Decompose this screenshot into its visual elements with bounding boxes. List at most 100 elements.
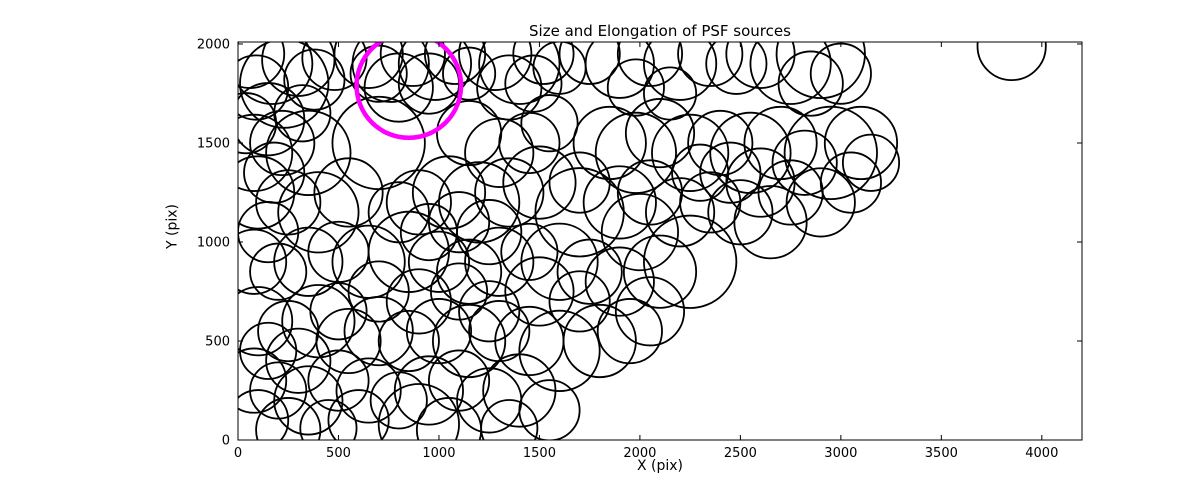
- axis-tick-labels: 0 500 1000 1500 2000 2500 3000 3500 4000 0 500 1000…: [197, 37, 1058, 461]
- psf-source-circle: [518, 309, 601, 392]
- psf-source-circle: [273, 226, 344, 297]
- psf-source-circle: [707, 179, 774, 246]
- x-tick-label: 500: [326, 446, 351, 461]
- psf-source-circle: [819, 151, 882, 214]
- psf-source-circle: [504, 54, 563, 113]
- psf-source-circle: [614, 276, 686, 347]
- psf-source-circle: [249, 109, 316, 177]
- psf-source-circle: [823, 105, 899, 181]
- psf-source-circle: [436, 238, 503, 305]
- y-tick-label: 2000: [197, 37, 230, 52]
- x-axis-label: X (pix): [636, 458, 684, 474]
- psf-source-circle: [482, 353, 557, 428]
- psf-source-circle: [556, 238, 623, 305]
- psf-source-circle: [283, 48, 346, 111]
- psf-source-circle: [771, 129, 838, 196]
- psf-source-circle: [520, 94, 579, 153]
- psf-source-circle: [369, 371, 428, 430]
- psf-source-circle: [584, 42, 655, 99]
- psf-source-circle: [777, 50, 844, 117]
- psf-source-circle: [277, 171, 360, 254]
- psf-source-circle: [582, 165, 657, 240]
- psf-source-circle: [624, 98, 696, 169]
- psf-source-circle: [976, 42, 1047, 82]
- psf-source-circle: [265, 109, 352, 196]
- psf-source-circle: [705, 42, 768, 95]
- psf-source-circle: [512, 42, 575, 85]
- y-tick-label: 500: [205, 334, 230, 349]
- psf-source-circle: [309, 282, 368, 341]
- psf-source-circle: [405, 298, 473, 365]
- psf-source-circle: [313, 157, 384, 228]
- psf-source-circle: [502, 145, 577, 220]
- psf-source-circle: [255, 397, 322, 440]
- x-tick-label: 1000: [422, 446, 455, 461]
- psf-source-circle: [733, 185, 808, 260]
- psf-source-circle: [377, 309, 440, 373]
- psf-source-circle: [616, 42, 683, 87]
- psf-source-circle: [478, 42, 561, 105]
- psf-source-circle: [238, 42, 314, 105]
- x-tick-label: 1500: [523, 446, 556, 461]
- x-tick-label: 2000: [623, 446, 656, 461]
- psf-source-circle: [239, 42, 330, 129]
- psf-source-circle: [498, 111, 561, 175]
- y-tick-label: 1000: [197, 235, 230, 250]
- psf-source-circle: [315, 307, 382, 375]
- psf-source-circle: [407, 230, 470, 293]
- psf-source-circle: [249, 242, 308, 301]
- psf-source-circle: [584, 246, 655, 317]
- psf-source-circle: [238, 347, 288, 414]
- psf-source-circle: [238, 389, 290, 440]
- psf-source-circle: [504, 256, 575, 327]
- psf-source-circle: [442, 46, 497, 101]
- psf-source-circle: [594, 111, 677, 194]
- psf-source-circle: [841, 133, 901, 192]
- psf-source-circle: [299, 399, 358, 440]
- psf-source-circle: [238, 54, 290, 121]
- psf-source-circle: [562, 303, 637, 379]
- psf-source-circle: [397, 42, 472, 101]
- psf-source-circle: [775, 42, 866, 99]
- psf-source-circle: [783, 105, 878, 201]
- psf-circles-group: [238, 42, 1047, 440]
- highlighted-psf-circle: [354, 42, 464, 141]
- axes-frame: [237, 41, 1083, 441]
- psf-source-circle: [474, 157, 545, 228]
- axis-ticks: [237, 42, 1082, 441]
- psf-source-circle: [677, 42, 744, 87]
- psf-source-circle: [238, 92, 278, 155]
- x-tick-label: 3000: [824, 446, 857, 461]
- psf-source-circle: [377, 383, 460, 440]
- psf-source-circle: [393, 355, 464, 426]
- psf-source-circle: [327, 389, 390, 440]
- y-tick-label: 0: [222, 434, 230, 449]
- psf-source-circle: [238, 286, 294, 357]
- psf-source-circle: [428, 191, 491, 254]
- psf-source-circle: [643, 214, 738, 309]
- psf-source-circle: [399, 203, 458, 262]
- x-tick-label: 4000: [1025, 446, 1058, 461]
- psf-source-circle: [596, 298, 663, 365]
- psf-source-circle: [651, 113, 730, 192]
- x-tick-label: 2500: [724, 446, 757, 461]
- psf-source-circle: [238, 228, 288, 295]
- psf-source-circle: [743, 105, 818, 181]
- psf-source-circle: [558, 42, 621, 85]
- y-tick-label: 1500: [197, 136, 230, 151]
- psf-source-circle: [622, 234, 698, 309]
- psf-source-circle: [643, 42, 718, 101]
- x-tick-label: 0: [234, 446, 242, 461]
- psf-source-circle: [238, 113, 294, 192]
- psf-source-circle: [347, 260, 410, 323]
- psf-source-circle: [458, 280, 521, 343]
- psf-source-circle: [725, 42, 796, 89]
- psf-source-circle: [238, 201, 300, 264]
- psf-source-circle: [464, 117, 535, 188]
- psf-source-circle: [645, 177, 716, 248]
- psf-source-circle: [699, 141, 762, 204]
- psf-source-circle: [480, 399, 539, 440]
- psf-source-circle: [335, 357, 402, 424]
- psf-source-circle: [749, 42, 832, 105]
